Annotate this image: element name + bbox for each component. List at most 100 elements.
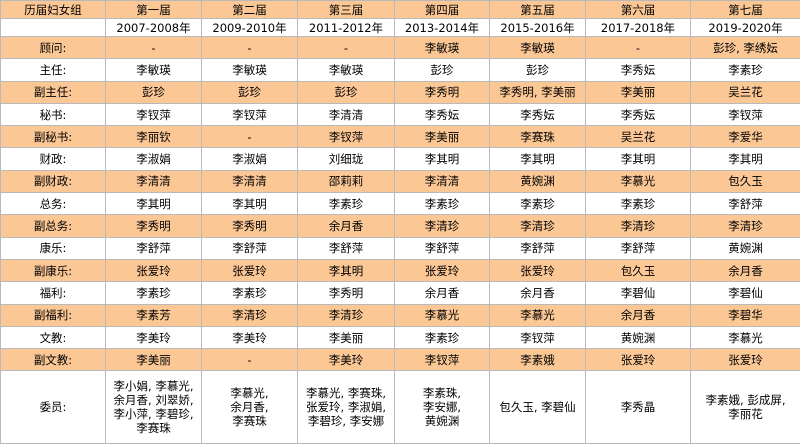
member-cell: 余月香 bbox=[394, 281, 490, 305]
member-cell: 李淑娟 bbox=[105, 147, 202, 171]
member-cell: 李清清 bbox=[201, 169, 298, 194]
member-cell: 李爱华 bbox=[690, 125, 800, 149]
member-cell: 李其明 bbox=[297, 258, 395, 283]
term-name: 第七届 bbox=[690, 0, 800, 19]
members-cell: 李慕光, 李赛珠, 张爱玲, 李淑娟, 李碧珍, 李安娜 bbox=[297, 370, 395, 444]
term-years: 2009-2010年 bbox=[201, 18, 298, 37]
member-cell: 李碧仙 bbox=[690, 281, 800, 305]
member-line: 李小娟, 李慕光, bbox=[113, 379, 194, 394]
role-label: 总务: bbox=[0, 192, 106, 216]
member-cell: 包久玉 bbox=[690, 169, 800, 194]
member-cell: 李淑娟 bbox=[201, 147, 298, 171]
role-label: 副康乐: bbox=[0, 258, 106, 283]
term-name: 第五届 bbox=[489, 0, 586, 19]
member-cell: 李秀妘 bbox=[585, 58, 691, 82]
member-cell: 李其明 bbox=[201, 192, 298, 216]
member-cell: 李敏瑛 bbox=[394, 35, 490, 60]
data-row: 主任: 李敏瑛 李敏瑛 李敏瑛 彭珍 彭珍 李秀妘 李素珍 bbox=[0, 58, 800, 82]
role-label: 副福利: bbox=[0, 303, 106, 327]
member-cell: 彭珍 bbox=[201, 80, 298, 104]
member-cell: 余月香 bbox=[690, 258, 800, 283]
member-cell: 张爱玲 bbox=[201, 258, 298, 283]
member-cell: 黄婉渊 bbox=[585, 325, 691, 350]
member-cell: 李舒萍 bbox=[201, 236, 298, 260]
table-title: 历届妇女组 bbox=[0, 0, 106, 19]
member-line: 余月香, bbox=[230, 400, 269, 415]
member-cell: 李清珍 bbox=[585, 214, 691, 238]
member-cell: 张爱玲 bbox=[105, 258, 202, 283]
term-name: 第四届 bbox=[394, 0, 490, 19]
role-label: 福利: bbox=[0, 281, 106, 305]
member-line: 李慕光, 李赛珠, bbox=[306, 386, 386, 401]
member-cell: 余月香 bbox=[297, 214, 395, 238]
member-line: 余月香, 刘翠娇, bbox=[113, 393, 194, 408]
member-cell: 李钗萍 bbox=[489, 325, 586, 350]
data-row: 总务: 李其明 李其明 李素珍 李素珍 李素珍 李素珍 李舒萍 bbox=[0, 192, 800, 216]
member-cell: 李赛珠 bbox=[489, 125, 586, 149]
member-cell: 彭珍 bbox=[394, 58, 490, 82]
member-cell: 李丽钦 bbox=[105, 125, 202, 149]
member-cell: 张爱玲 bbox=[585, 348, 691, 372]
role-label: 副财政: bbox=[0, 169, 106, 194]
role-label: 副秘书: bbox=[0, 125, 106, 149]
data-row: 副财政: 李清清 李清清 邵莉莉 李清清 黄婉渊 李慕光 包久玉 bbox=[0, 169, 800, 194]
member-line: 李丽花 bbox=[728, 407, 763, 422]
member-cell: 李慕光 bbox=[489, 303, 586, 327]
members-cell: 李小娟, 李慕光, 余月香, 刘翠娇, 李小萍, 李碧珍, 李赛珠 bbox=[105, 370, 202, 444]
member-cell: 李慕光 bbox=[585, 169, 691, 194]
header-row: 历届妇女组 第一届 第二届 第三届 第四届 第五届 第六届 第七届 bbox=[0, 0, 800, 19]
role-label: 文教: bbox=[0, 325, 106, 350]
role-label: 财政: bbox=[0, 147, 106, 171]
data-row: 副总务: 李秀明 李秀明 余月香 李清珍 李清珍 李清珍 李清珍 bbox=[0, 214, 800, 238]
member-cell: 李素娥 bbox=[489, 348, 586, 372]
member-cell: 李钗萍 bbox=[201, 102, 298, 127]
member-cell: - bbox=[297, 35, 395, 60]
member-cell: 李清清 bbox=[297, 102, 395, 127]
member-cell: 李素珍 bbox=[394, 325, 490, 350]
member-cell: 李其明 bbox=[489, 147, 586, 171]
member-cell: 李美玲 bbox=[105, 325, 202, 350]
term-name: 第六届 bbox=[585, 0, 691, 19]
members-row: 委员: 李小娟, 李慕光, 余月香, 刘翠娇, 李小萍, 李碧珍, 李赛珠 李慕光, 余月香… bbox=[0, 370, 800, 444]
member-line: 李赛珠 bbox=[136, 421, 171, 436]
member-cell: 李其明 bbox=[394, 147, 490, 171]
data-row: 副主任: 彭珍 彭珍 彭珍 李秀明 李秀明, 李美丽 李美丽 吴兰花 bbox=[0, 80, 800, 104]
members-cell: 李慕光, 余月香, 李赛珠 bbox=[201, 370, 298, 444]
role-label: 顾问: bbox=[0, 35, 106, 60]
member-cell: 李秀明 bbox=[394, 80, 490, 104]
member-cell: 张爱玲 bbox=[489, 258, 586, 283]
member-line: 李素娥, 彭成屏, bbox=[705, 393, 786, 408]
data-row: 副福利: 李素芳 李清珍 李清珍 李慕光 李慕光 余月香 李碧华 bbox=[0, 303, 800, 327]
member-cell: 邵莉莉 bbox=[297, 169, 395, 194]
term-name: 第三届 bbox=[297, 0, 395, 19]
member-cell: 李美玲 bbox=[201, 325, 298, 350]
member-cell: 李秀明 bbox=[297, 281, 395, 305]
member-cell: 彭珍, 李绣妘 bbox=[690, 35, 800, 60]
member-cell: 李美丽 bbox=[105, 348, 202, 372]
member-cell: 李美丽 bbox=[394, 125, 490, 149]
member-cell: 李清珍 bbox=[690, 214, 800, 238]
member-cell: 李素珍 bbox=[489, 192, 586, 216]
role-label: 康乐: bbox=[0, 236, 106, 260]
member-cell: 李素珍 bbox=[394, 192, 490, 216]
data-row: 文教: 李美玲 李美玲 李美丽 李素珍 李钗萍 黄婉渊 李慕光 bbox=[0, 325, 800, 350]
member-cell: 李秀明 bbox=[105, 214, 202, 238]
member-cell: 彭珍 bbox=[297, 80, 395, 104]
member-cell: 彭珍 bbox=[105, 80, 202, 104]
member-cell: 张爱玲 bbox=[690, 348, 800, 372]
member-cell: 李美丽 bbox=[585, 80, 691, 104]
data-row: 副秘书: 李丽钦 - 李钗萍 李美丽 李赛珠 吴兰花 李爱华 bbox=[0, 125, 800, 149]
member-cell: 李秀妘 bbox=[489, 102, 586, 127]
member-cell: 李舒萍 bbox=[585, 236, 691, 260]
member-cell: 李碧华 bbox=[690, 303, 800, 327]
member-cell: 李舒萍 bbox=[297, 236, 395, 260]
data-row: 财政: 李淑娟 李淑娟 刘细珑 李其明 李其明 李其明 李其明 bbox=[0, 147, 800, 171]
member-cell: 李钗萍 bbox=[690, 102, 800, 127]
term-years: 2011-2012年 bbox=[297, 18, 395, 37]
term-name: 第二届 bbox=[201, 0, 298, 19]
member-cell: 李秀明, 李美丽 bbox=[489, 80, 586, 104]
data-row: 副康乐: 张爱玲 张爱玲 李其明 张爱玲 张爱玲 包久玉 余月香 bbox=[0, 258, 800, 283]
member-line: 李安娜, bbox=[422, 400, 462, 415]
data-row: 福利: 李素珍 李素珍 李秀明 余月香 余月香 李碧仙 李碧仙 bbox=[0, 281, 800, 305]
member-cell: 李清珍 bbox=[394, 214, 490, 238]
